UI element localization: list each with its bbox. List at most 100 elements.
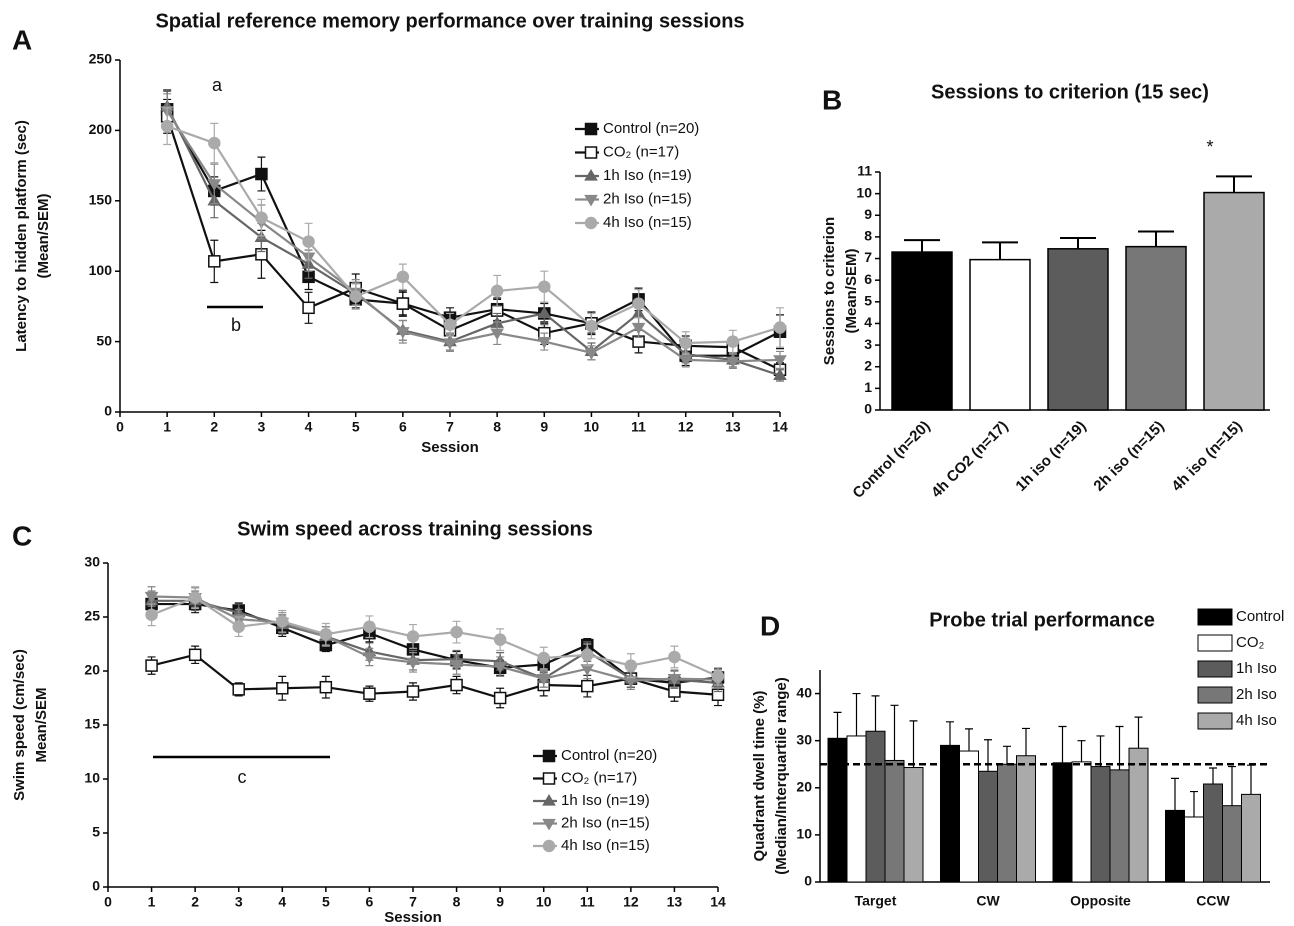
error-bar	[1247, 764, 1255, 795]
point	[585, 319, 598, 333]
x-tick-label: 13	[667, 894, 683, 910]
x-tick-label: 9	[496, 894, 504, 910]
chart-title: Spatial reference memory performance ove…	[155, 10, 744, 32]
error-bar	[871, 695, 880, 732]
annotation: a	[212, 75, 223, 95]
y-tick-label: 100	[89, 262, 113, 278]
bar	[903, 767, 924, 883]
legend-label: Control (n=20)	[561, 747, 657, 764]
x-tick-label: 14	[772, 419, 788, 435]
legend-swatch	[1197, 660, 1233, 678]
point	[726, 356, 740, 369]
x-tick-label: 10	[584, 419, 600, 435]
chart-title: Probe trial performance	[929, 609, 1155, 631]
bar	[959, 750, 979, 883]
bar	[969, 258, 1031, 411]
x-tick-label: Target	[855, 893, 897, 909]
y-axis-label: Latency to hidden platform (sec)	[13, 120, 30, 352]
point	[406, 657, 420, 670]
series-line	[151, 595, 719, 682]
y-tick-label: 250	[89, 51, 113, 67]
point	[773, 355, 787, 367]
legend-marker	[542, 794, 556, 806]
point	[396, 297, 410, 310]
bar	[865, 730, 886, 883]
annotation: b	[231, 315, 241, 335]
point	[493, 691, 507, 705]
y-tick-label: 5	[864, 293, 872, 309]
x-tick-label: 2	[210, 419, 218, 435]
point	[711, 670, 725, 683]
bar	[1016, 755, 1036, 883]
y-tick-label: 25	[84, 608, 100, 624]
x-tick-label: 5	[322, 894, 330, 910]
x-tick-label: CCW	[1196, 893, 1230, 909]
bar	[997, 763, 1017, 883]
error-bar	[904, 239, 940, 253]
point	[208, 255, 221, 268]
x-tick-label: 7	[446, 419, 454, 435]
y-tick-label: 11	[857, 163, 872, 179]
point	[319, 680, 333, 694]
point	[632, 297, 645, 310]
annotation: *	[1206, 137, 1213, 157]
point	[302, 235, 315, 248]
legend-marker	[584, 216, 598, 230]
x-tick-label: 4	[305, 419, 313, 435]
y-tick-label: 10	[84, 770, 100, 786]
legend-label: 1h Iso (n=19)	[603, 167, 692, 184]
point	[255, 167, 268, 181]
point	[319, 628, 333, 641]
y-tick-label: 1	[864, 379, 872, 395]
legend-label: Control	[1236, 608, 1284, 625]
point	[537, 306, 552, 319]
point	[679, 336, 692, 350]
point	[232, 683, 245, 696]
y-tick-label: 0	[92, 878, 100, 894]
y-axis-label: Quadrant dwell time (%)	[751, 691, 768, 862]
error-bar	[1096, 735, 1105, 767]
y-tick-label: 20	[796, 778, 812, 794]
bar	[1203, 191, 1265, 411]
point	[302, 301, 315, 315]
point	[144, 591, 159, 604]
point	[207, 179, 222, 191]
x-tick-label: 9	[540, 419, 548, 435]
point	[406, 630, 420, 643]
panel-label: C	[12, 520, 32, 551]
point	[406, 685, 420, 698]
point	[581, 648, 594, 662]
bar	[940, 744, 960, 883]
series-line	[166, 115, 781, 371]
x-tick-label: 0	[104, 894, 112, 910]
x-tick-label: 11	[631, 419, 646, 435]
x-tick-label: 12	[678, 419, 694, 435]
point	[536, 673, 551, 686]
point	[667, 673, 682, 686]
error-bar	[1003, 745, 1011, 765]
legend-marker	[584, 122, 598, 136]
bar	[1165, 809, 1185, 883]
y-tick-label: 3	[864, 336, 872, 352]
error-bar	[1228, 765, 1236, 806]
point	[773, 321, 787, 334]
point	[362, 652, 377, 664]
point	[450, 625, 463, 639]
legend-label: 4h Iso (n=15)	[561, 837, 650, 854]
legend-label: 2h Iso	[1236, 686, 1277, 703]
point	[188, 591, 202, 604]
legend-label: 4h Iso (n=15)	[603, 214, 692, 231]
x-tick-label: 4h CO2 (n=17)	[928, 418, 1012, 502]
x-tick-label: CW	[976, 893, 1000, 909]
error-bar	[1190, 790, 1198, 817]
error-bar	[982, 241, 1018, 260]
bar	[1090, 766, 1111, 883]
point	[276, 682, 289, 695]
x-tick-label: Opposite	[1070, 893, 1131, 909]
bar	[846, 735, 867, 883]
point	[160, 119, 174, 133]
panel-label: A	[12, 24, 32, 55]
error-bar	[1077, 740, 1086, 762]
x-tick-label: 13	[725, 419, 741, 435]
y-tick-label: 200	[89, 121, 113, 137]
